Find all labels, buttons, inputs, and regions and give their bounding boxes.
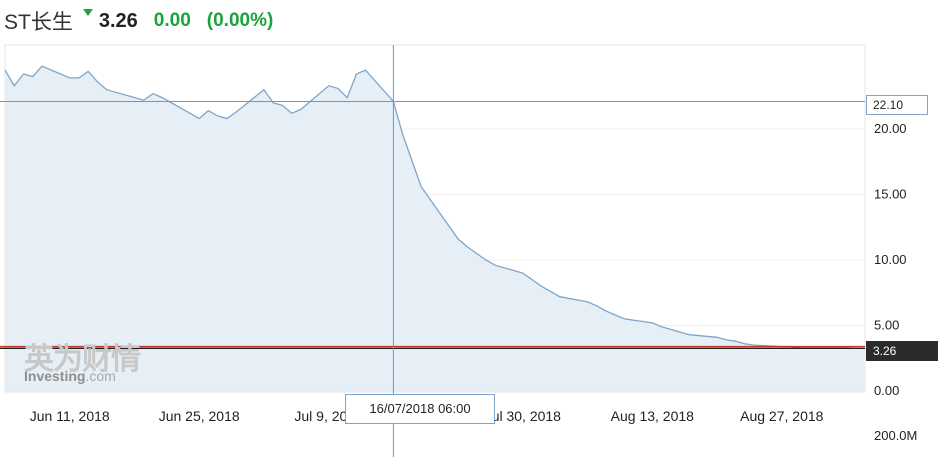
x-tick-label: Jul 30, 2018 [485,408,561,424]
x-tick-label: Jun 25, 2018 [159,408,240,424]
crosshair-value-label: 22.10 [866,95,928,115]
x-tick-label: Aug 13, 2018 [611,408,695,424]
triangle-down-icon [82,8,93,16]
y-tick-label: 5.00 [874,318,899,333]
y-tick-label: 0.00 [874,383,899,398]
y-tick-label: 20.00 [874,121,907,136]
quote-header: ST长生 3.26 0.00 (0.00%) [4,6,273,36]
x-tick-label: Aug 27, 2018 [740,408,824,424]
watermark-logo-cn: 英为财情 [24,343,141,376]
watermark-logo-en: Investing.com [24,368,116,384]
price-change: 0.00 [153,10,191,31]
y-tick-label: 10.00 [874,252,907,267]
watermark-brand: Investing [24,368,86,384]
price-change-percent: (0.00%) [206,10,274,31]
crosshair-date-tooltip: 16/07/2018 06:00 [345,394,495,424]
price-area [5,66,865,391]
price-line [4,65,865,349]
last-price: 3.26 [98,9,138,32]
volume-tick-label: 200.0M [874,428,917,443]
stock-name: ST长生 [4,11,73,34]
x-tick-label: Jun 11, 2018 [30,408,110,424]
watermark-suffix: .com [85,368,116,384]
y-tick-label: 15.00 [874,187,907,202]
last-price-label: 3.26 [866,341,938,361]
